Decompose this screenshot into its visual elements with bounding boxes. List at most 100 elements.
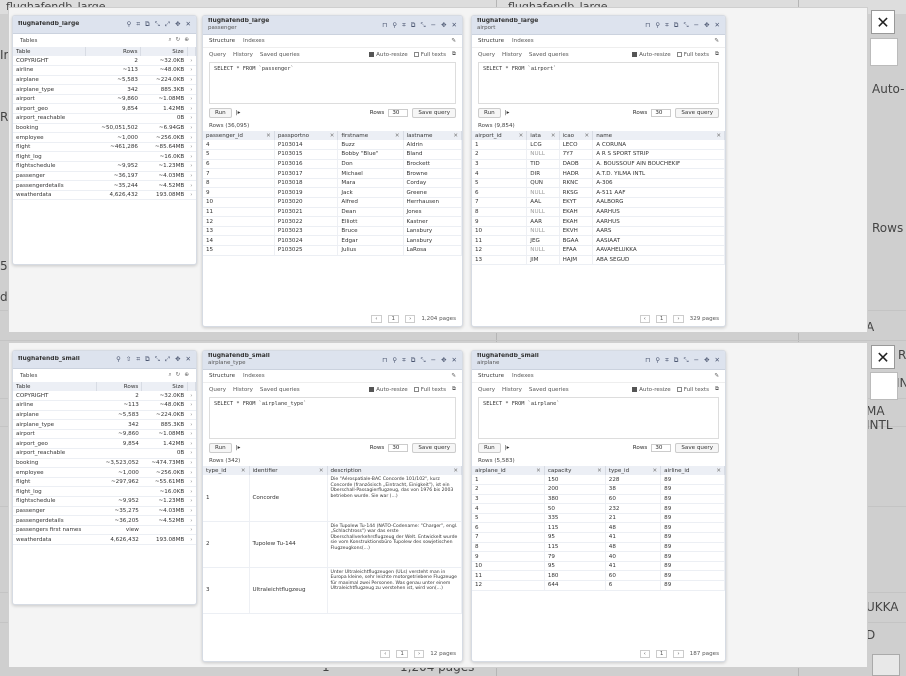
table-row[interactable]: 1 150 228 89 <box>472 475 725 486</box>
table-row[interactable]: airport_geo 9,854 1.42MB › <box>13 438 196 450</box>
compress-icon[interactable]: ⤡ <box>154 355 160 363</box>
refresh-icon[interactable]: ↻ <box>175 372 181 378</box>
table-cell[interactable]: A.T.D. YILMA INTL <box>592 168 725 179</box>
chevron-right-icon[interactable]: › <box>187 448 196 459</box>
table-row[interactable]: passengers first names view › <box>13 525 196 536</box>
table-cell[interactable]: LCG <box>526 140 560 151</box>
chevron-right-icon[interactable]: › <box>187 132 196 143</box>
column-header[interactable]: lastname ✕ <box>403 131 462 140</box>
table-cell[interactable]: 41 <box>605 532 662 543</box>
tab-indexes[interactable]: Indexes <box>512 373 534 379</box>
table-cell[interactable]: 5 <box>472 178 528 189</box>
refresh-icon[interactable]: ↻ <box>175 37 181 43</box>
column-header[interactable]: iata ✕ <box>526 131 560 140</box>
next-page-button[interactable]: › <box>405 315 416 323</box>
table-cell[interactable]: 89 <box>660 475 725 486</box>
table-cell[interactable]: 89 <box>660 484 725 495</box>
col-table[interactable]: Table <box>13 47 86 56</box>
table-cell[interactable]: P103016 <box>274 159 339 170</box>
col-size[interactable]: Size <box>140 47 188 56</box>
column-header[interactable]: type_id ✕ <box>605 466 662 475</box>
table-row[interactable]: 2 Tupolew Tu-144 Die Tupolew Tu-144 (NATO-… <box>203 521 462 568</box>
table-cell[interactable]: 6 <box>472 522 545 534</box>
save-query-button[interactable]: Save query <box>412 443 456 453</box>
run-button[interactable]: Run <box>478 108 501 118</box>
move-icon[interactable]: ✥ <box>175 355 181 363</box>
table-cell[interactable]: 335 <box>544 513 606 524</box>
table-row[interactable]: 7 95 41 89 <box>472 532 725 543</box>
column-header[interactable]: firstname ✕ <box>337 131 404 140</box>
compress-icon[interactable]: ⤡ <box>683 355 689 364</box>
table-row[interactable]: 1 LCG LECO A CORUNA <box>472 140 725 151</box>
table-cell[interactable]: 12 <box>203 216 275 227</box>
next-page-button[interactable]: › <box>673 315 684 323</box>
chevron-right-icon[interactable]: › <box>187 429 196 440</box>
table-row[interactable]: 3 380 60 89 <box>472 494 725 505</box>
table-cell[interactable]: BGAA <box>559 235 594 247</box>
table-row[interactable]: airport_reachable 0B › <box>13 113 196 124</box>
close-icon[interactable]: ✕ <box>714 355 720 364</box>
table-cell[interactable]: P103025 <box>274 245 339 256</box>
table-cell[interactable]: 11 <box>203 207 275 218</box>
tab-indexes[interactable]: Indexes <box>512 38 534 44</box>
table-cell[interactable]: 60 <box>605 570 662 582</box>
table-cell[interactable]: Herrhausen <box>403 197 462 208</box>
table-row[interactable]: airplane_type 342 885.3KB › <box>13 419 196 430</box>
table-name[interactable]: passenger <box>13 506 97 517</box>
chevron-right-icon[interactable]: › <box>187 75 196 86</box>
table-row[interactable]: 10 NULL EKVH AARS <box>472 226 725 237</box>
table-cell[interactable]: ABA SEGUD <box>592 255 725 266</box>
table-cell[interactable]: Unter Ultraleichtflugzeugen (ULs) verste… <box>327 567 462 614</box>
filter-icon[interactable]: ⚲ <box>116 355 121 363</box>
table-cell[interactable]: 95 <box>544 532 606 543</box>
close-icon[interactable]: ✕ <box>597 467 602 474</box>
next-page-button[interactable]: › <box>413 650 425 658</box>
table-row[interactable]: airport ~9,860 ~1.08MB › <box>13 94 196 105</box>
table-cell[interactable]: A R S SPORT STRIP <box>592 149 725 160</box>
table-cell[interactable]: 5 <box>203 149 275 160</box>
tab-saved-queries[interactable]: Saved queries <box>528 386 569 393</box>
table-cell[interactable]: EKAH <box>559 207 594 218</box>
table-cell[interactable]: AALBORG <box>592 197 725 208</box>
tab-history[interactable]: History <box>502 386 522 393</box>
rows-select[interactable]: 30 <box>388 444 409 452</box>
edit-icon[interactable]: ✎ <box>714 373 719 379</box>
table-cell[interactable]: AAL <box>526 197 560 208</box>
full-texts-checkbox[interactable]: Full texts <box>413 386 446 393</box>
close-icon[interactable]: ✕ <box>453 467 458 474</box>
chevron-right-icon[interactable]: › <box>187 123 196 134</box>
col-rows[interactable]: Rows <box>85 47 142 56</box>
full-texts-checkbox[interactable]: Full texts <box>413 51 446 58</box>
table-cell[interactable]: NULL <box>526 149 560 160</box>
table-name[interactable]: COPYRIGHT <box>13 56 86 67</box>
table-cell[interactable]: 40 <box>605 551 662 562</box>
close-icon[interactable]: ✕ <box>550 132 556 139</box>
table-cell[interactable]: 89 <box>660 542 725 553</box>
table-cell[interactable]: 89 <box>660 570 725 582</box>
save-query-button[interactable]: Save query <box>675 443 719 453</box>
table-cell[interactable]: LaRosa <box>403 245 462 256</box>
table-row[interactable]: 9 P103019 Jack Greene <box>203 187 462 199</box>
table-cell[interactable]: 13 <box>472 255 528 266</box>
table-row[interactable]: 13 P103023 Bruce Lansbury <box>203 226 462 237</box>
minimize-icon[interactable]: − <box>430 20 437 29</box>
table-cell[interactable]: 48 <box>605 522 662 534</box>
table-row[interactable]: COPYRIGHT 2 ~32.0KB › <box>13 391 196 402</box>
table-cell[interactable]: 2 <box>472 149 528 160</box>
table-cell[interactable]: A CORUNA <box>592 140 725 151</box>
table-cell[interactable]: 3 <box>203 567 250 614</box>
table-cell[interactable]: 644 <box>544 580 606 591</box>
table-cell[interactable]: A. BOUSSOUF AIN BOUCHEKIF <box>592 159 725 170</box>
table-cell[interactable]: 5 <box>472 513 545 524</box>
table-row[interactable]: COPYRIGHT 2 ~32.0KB › <box>13 56 196 67</box>
tab-structure[interactable]: Structure <box>209 373 236 379</box>
table-cell[interactable]: P103017 <box>274 168 339 179</box>
page-input[interactable]: 1 <box>396 650 408 658</box>
table-name[interactable]: airport_geo <box>13 103 86 115</box>
table-cell[interactable]: Jones <box>403 207 462 218</box>
rows-select[interactable]: 30 <box>388 109 409 117</box>
filter-icon[interactable]: ⚲ <box>392 355 398 364</box>
table-cell[interactable]: LECO <box>559 140 594 151</box>
table-name[interactable]: employee <box>13 467 97 478</box>
table-row[interactable]: 3 TID DAOB A. BOUSSOUF AIN BOUCHEKIF <box>472 159 725 170</box>
